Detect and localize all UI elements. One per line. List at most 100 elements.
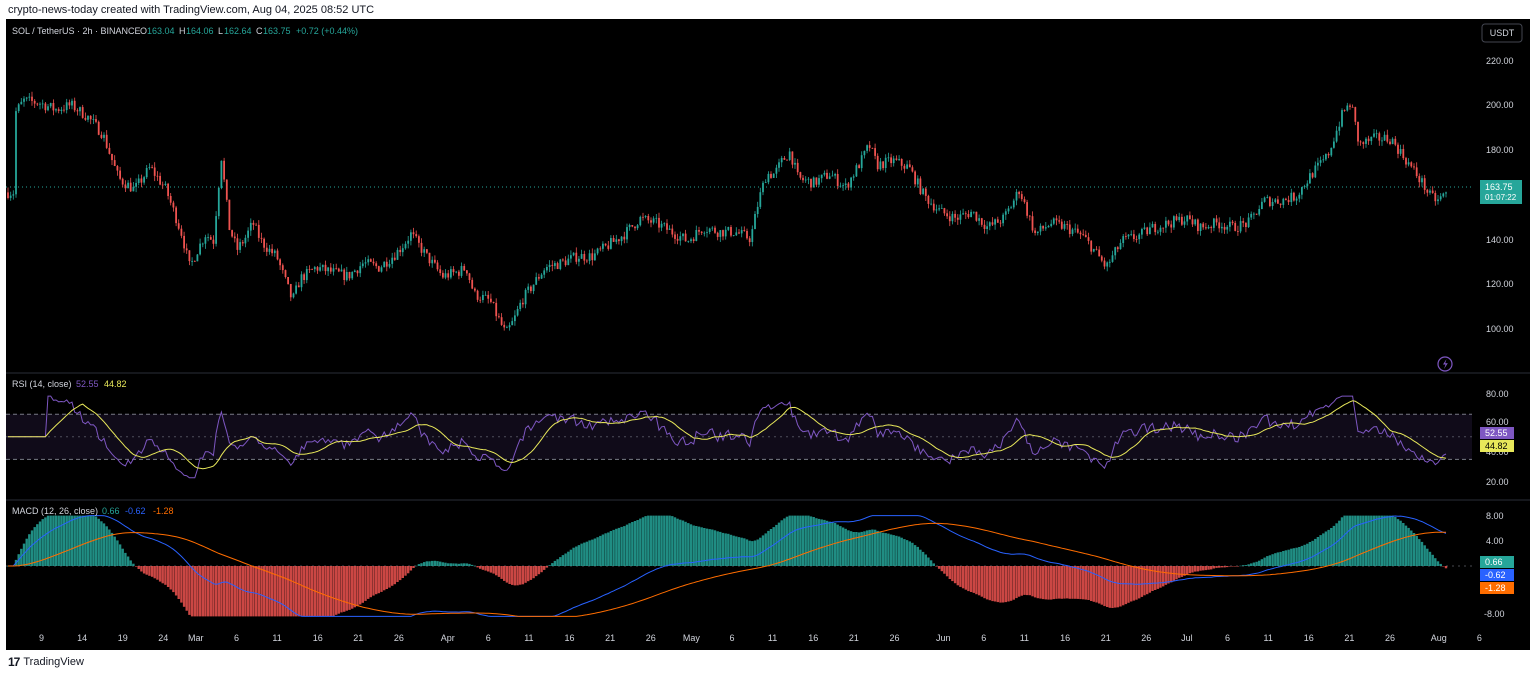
candle-body — [799, 172, 802, 178]
candle-body — [143, 177, 145, 183]
candle-body — [780, 158, 783, 163]
candle-body — [532, 284, 535, 292]
candle-body — [1386, 134, 1389, 142]
macd-hist-bar — [1079, 566, 1082, 600]
macd-hist-bar — [700, 527, 703, 566]
candle-body — [212, 239, 215, 244]
candle-body — [151, 167, 153, 168]
candle-body — [1111, 255, 1114, 262]
macd-hist-bar — [49, 515, 52, 566]
rsi-badge-value: 52.55 — [1485, 428, 1508, 438]
price-axis[interactable]: 220.00 200.00 180.00 140.00 120.00 100.0… — [1486, 56, 1514, 334]
macd-hist-bar — [871, 529, 874, 566]
macd-hist-bar — [78, 515, 82, 566]
macd-hist-bar — [1239, 565, 1242, 567]
candle-body — [156, 175, 159, 177]
candle-body — [1135, 239, 1138, 240]
candle-body — [23, 98, 25, 102]
macd-hist-bar — [1076, 566, 1079, 599]
candle-body — [660, 223, 663, 228]
candle-body — [738, 232, 740, 234]
macd-hist-bar — [46, 515, 50, 566]
macd-hist-bar — [1047, 566, 1050, 600]
macd-hist-bar — [321, 566, 324, 617]
last-price-value: 163.75 — [1485, 182, 1513, 192]
candle-body — [95, 119, 97, 122]
candle-body — [764, 182, 767, 183]
candle-body — [986, 226, 988, 229]
candle-body — [223, 160, 225, 180]
macd-hist-bar — [1116, 566, 1119, 608]
macd-hist-bar — [1167, 566, 1170, 584]
macd-hist-bar — [372, 566, 375, 596]
candle-body — [1205, 227, 1207, 229]
macd-hist-bar — [588, 540, 591, 566]
candle-body — [265, 247, 268, 252]
macd-hist-bar — [1001, 566, 1005, 603]
candle-body — [1365, 138, 1367, 144]
candle-body — [345, 272, 348, 281]
macd-hist-bar — [828, 521, 831, 566]
candle-body — [716, 232, 719, 237]
candle-body — [172, 202, 175, 208]
macd-hist-bar — [126, 556, 130, 566]
macd-hist-bar — [214, 566, 218, 617]
candle-body — [1399, 149, 1402, 154]
macd-hist-bar — [1311, 540, 1314, 566]
candle-body — [967, 214, 970, 218]
macd-hist-bar — [561, 555, 565, 566]
macd-hist-bar — [110, 532, 114, 566]
macd-hist-bar — [62, 515, 66, 566]
candle-body — [140, 178, 143, 183]
candle-body — [770, 173, 772, 178]
candle-body — [519, 302, 522, 309]
macd-hist-bar — [407, 566, 410, 574]
candle-body — [732, 235, 735, 236]
macd-hist-bar — [415, 565, 418, 567]
macd-hist-bar — [1279, 551, 1282, 566]
macd-pane[interactable]: MACD (12, 26, close) 0.66 -0.62 -1.28 8.… — [6, 506, 1514, 619]
tradingview-brand[interactable]: 17 TradingView — [8, 655, 84, 669]
lightning-icon[interactable] — [1437, 356, 1453, 372]
chart-frame[interactable]: SOL / TetherUS · 2h · BINANCE O 163.04 H… — [6, 19, 1530, 650]
candle-body — [177, 223, 180, 229]
currency-button[interactable] — [1481, 23, 1523, 43]
macd-axis[interactable]: 8.00 4.00 -8.00 — [1484, 511, 1505, 619]
rsi-pane[interactable]: RSI (14, close) 52.55 44.82 80.00 60.00 … — [6, 379, 1514, 487]
candle-body — [289, 284, 292, 298]
macd-hist-bar — [97, 518, 100, 566]
candle-body — [620, 236, 623, 242]
candle-body — [906, 164, 908, 169]
candle-body — [871, 147, 874, 149]
macd-hist-bar — [1170, 566, 1173, 583]
candle-body — [855, 165, 858, 177]
macd-hist-bar — [676, 518, 679, 566]
candle-body — [916, 178, 919, 185]
macd-hist-bar — [1098, 566, 1101, 604]
candle-body — [1357, 121, 1359, 142]
macd-hist-bar — [391, 566, 394, 586]
macd-hist-bar — [1332, 525, 1336, 566]
candle-body — [1415, 167, 1418, 177]
chart-credit: crypto-news-today created with TradingVi… — [8, 4, 375, 16]
time-axis[interactable]: 9 14 19 24 Mar 6 11 16 21 26 Apr 6 11 16 21 26 May 6 11 16 2… — [39, 633, 1482, 643]
macd-hist-bar — [1020, 566, 1023, 596]
candle-body — [876, 155, 879, 170]
macd-hist-bar — [86, 515, 90, 566]
trading-chart[interactable]: SOL / TetherUS · 2h · BINANCE O 163.04 H… — [6, 19, 1530, 650]
macd-hist-bar — [1444, 566, 1448, 569]
candle-body — [1322, 159, 1325, 161]
macd-hist-bar — [740, 537, 743, 566]
candle-body — [615, 239, 618, 242]
candle-body — [884, 157, 887, 168]
signal-badge — [1480, 582, 1514, 594]
macd-hist-bar — [262, 566, 266, 617]
macd-hist-bar — [124, 552, 127, 566]
macd-hist-bar — [444, 562, 447, 566]
macd-hist-bar — [1009, 566, 1013, 601]
candle-body — [1159, 227, 1162, 232]
candle-body — [698, 230, 700, 232]
candle-body — [407, 240, 410, 244]
macd-hist-bar — [326, 566, 330, 617]
price-pane[interactable]: SOL / TetherUS · 2h · BINANCE O 163.04 H… — [6, 23, 1523, 372]
